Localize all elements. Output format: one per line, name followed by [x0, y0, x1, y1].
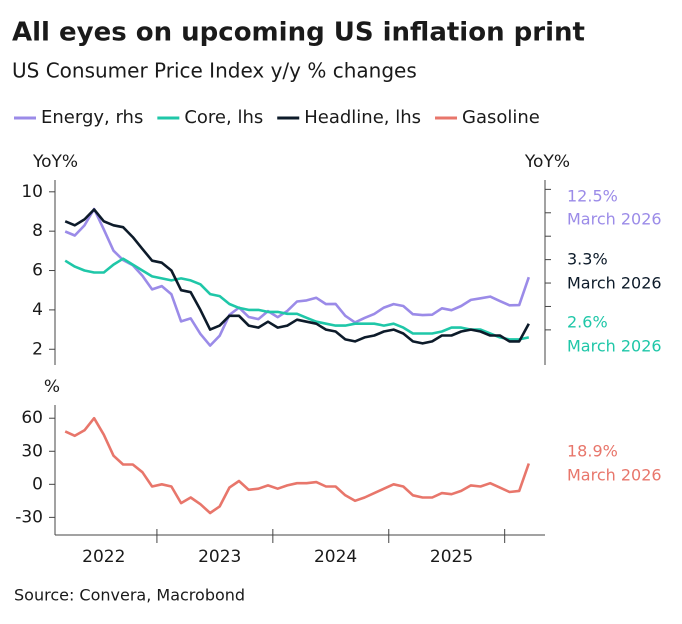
y-tick-label: 2 [32, 339, 43, 359]
y-tick-label: 10 [21, 182, 43, 202]
y2-axis-label: YoY% [524, 152, 570, 172]
series-line [64, 207, 531, 347]
legend-label: Gasoline [462, 107, 540, 128]
y-axis-label: % [44, 377, 60, 397]
source: Source: Convera, Macrobond [14, 586, 245, 605]
end-value-label: 2.6% [567, 313, 608, 332]
y-tick-label: 8 [32, 221, 43, 241]
end-date-label: March 2026 [567, 274, 662, 293]
x-tick-label: 2022 [82, 547, 125, 567]
y-tick-label: 60 [21, 408, 43, 428]
y-tick-label: 0 [32, 474, 43, 494]
y-axis-label: YoY% [32, 152, 78, 172]
series-line [64, 208, 530, 345]
legend-label: Headline, lhs [304, 107, 421, 128]
series-line [64, 416, 531, 515]
end-date-label: March 2026 [567, 466, 662, 485]
x-tick-label: 2023 [198, 547, 241, 567]
x-tick-label: 2024 [314, 547, 357, 567]
x-tick-label: 2025 [430, 547, 473, 567]
y-tick-label: 4 [32, 300, 43, 320]
series-line [64, 257, 530, 341]
legend-label: Energy, rhs [41, 107, 143, 128]
end-value-label: 12.5% [567, 187, 618, 206]
y-tick-label: 30 [21, 441, 43, 461]
end-value-label: 18.9% [567, 442, 618, 461]
end-date-label: March 2026 [567, 210, 662, 229]
chart-title: All eyes on upcoming US inflation print [12, 18, 585, 48]
y-tick-label: 6 [32, 261, 43, 281]
y-tick-label: -30 [15, 507, 43, 527]
end-value-label: 3.3% [567, 250, 608, 269]
end-date-label: March 2026 [567, 337, 662, 356]
chart-subtitle: US Consumer Price Index y/y % changes [12, 59, 417, 83]
legend-label: Core, lhs [184, 107, 263, 128]
